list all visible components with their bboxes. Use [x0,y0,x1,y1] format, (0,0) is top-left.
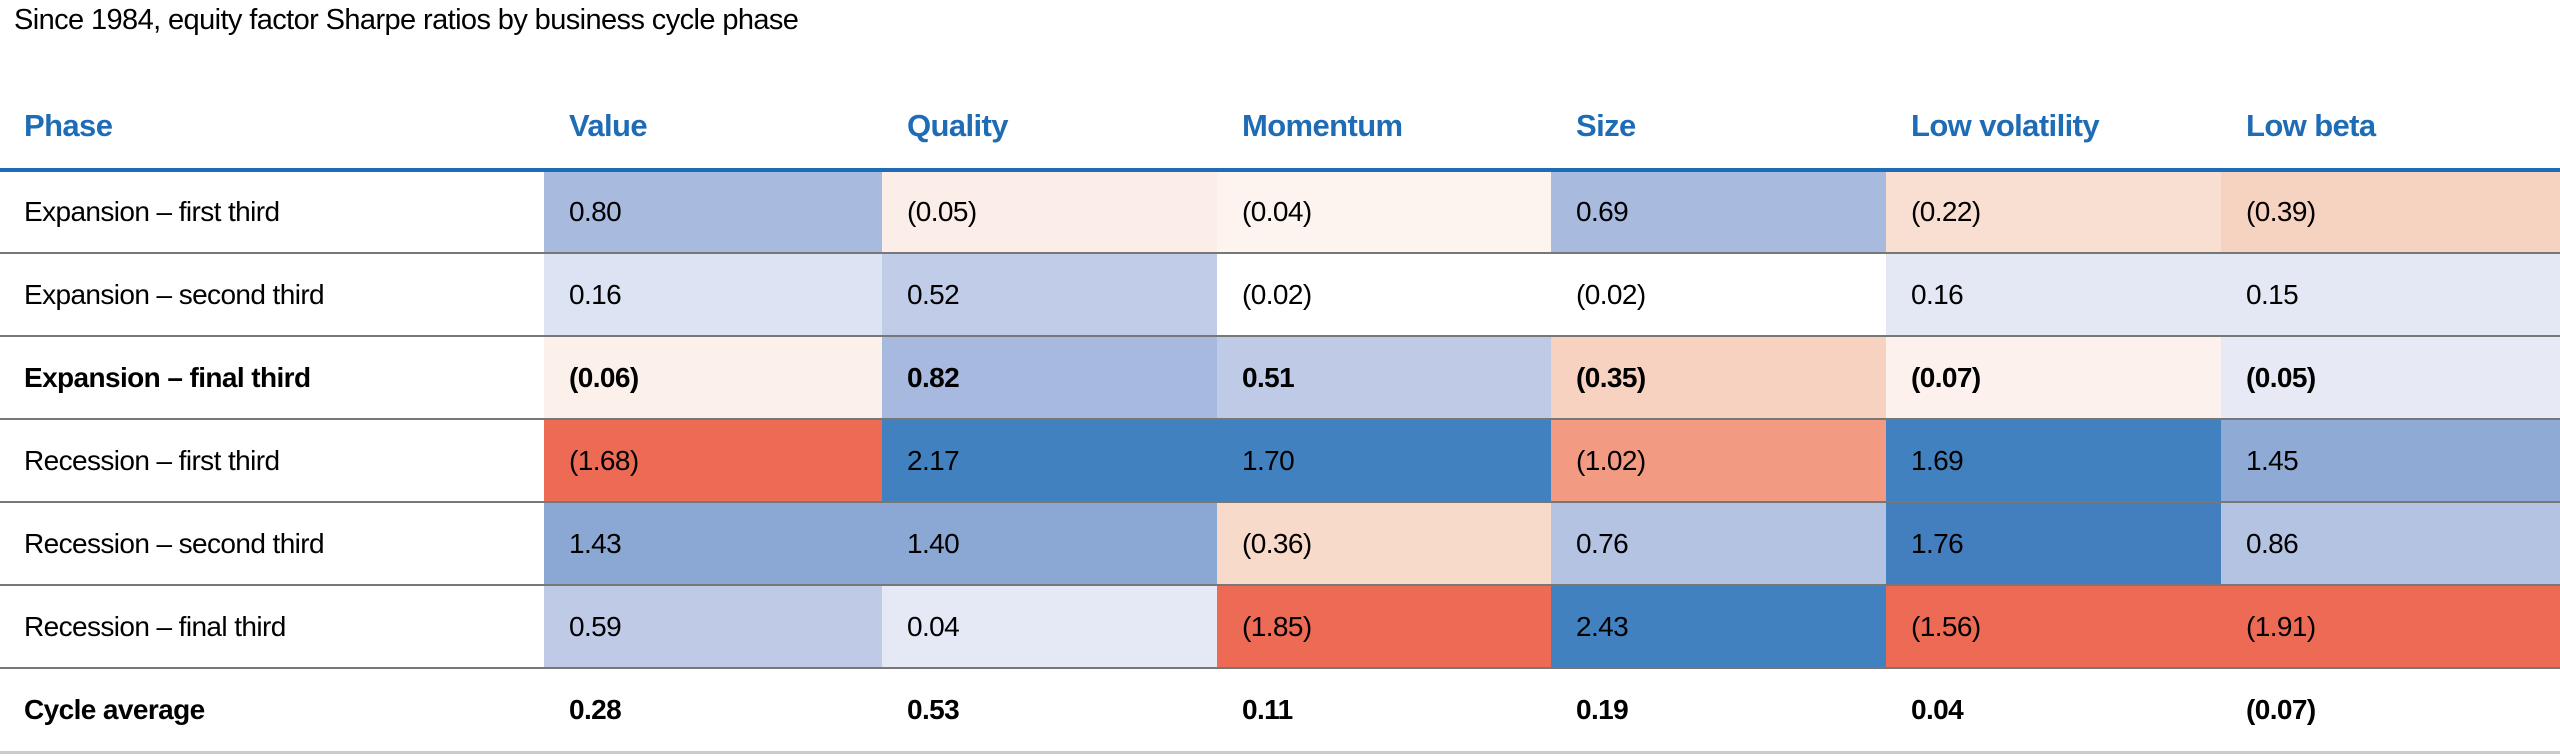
column-header-phase: Phase [0,38,544,172]
value-cell-low-volatility: 1.69 [1886,419,2221,503]
column-header-low-beta: Low beta [2221,38,2560,172]
value-cell-quality: 2.17 [882,419,1217,503]
value-cell-size: 0.69 [1551,170,1886,254]
value-cell-size: 0.76 [1551,502,1886,586]
value-cell-low-beta: 1.45 [2221,419,2560,503]
value-cell-momentum: 0.11 [1217,668,1551,754]
value-cell-low-volatility: (0.22) [1886,170,2221,254]
value-cell-quality: 1.40 [882,502,1217,586]
row-recession-second-third: Recession – second third 1.43 1.40 (0.36) 0.… [0,502,2560,586]
value-cell-momentum: (0.36) [1217,502,1551,586]
value-cell-size: (1.02) [1551,419,1886,503]
column-header-size: Size [1551,38,1886,172]
value-cell-value: (1.68) [544,419,882,503]
value-cell-low-beta: 0.15 [2221,253,2560,337]
value-cell-momentum: (0.04) [1217,170,1551,254]
value-cell-low-beta: 0.86 [2221,502,2560,586]
value-cell-quality: 0.04 [882,585,1217,669]
phase-label-cell: Recession – first third [0,419,544,503]
value-cell-quality: (0.05) [882,170,1217,254]
value-cell-quality: 0.52 [882,253,1217,337]
row-recession-final-third: Recession – final third 0.59 0.04 (1.85) 2.4… [0,585,2560,669]
value-cell-momentum: (0.02) [1217,253,1551,337]
phase-label-cell: Recession – final third [0,585,544,669]
column-header-value: Value [544,38,882,172]
value-cell-quality: 0.82 [882,336,1217,420]
row-recession-first-third: Recession – first third (1.68) 2.17 1.70 (1.… [0,419,2560,503]
phase-label-cell: Expansion – second third [0,253,544,337]
phase-label-cell: Expansion – first third [0,170,544,254]
table-header-row: Phase Value Quality Momentum Size Low volatil… [0,38,2560,172]
value-cell-value: 0.59 [544,585,882,669]
value-cell-momentum: 1.70 [1217,419,1551,503]
chart-title: Since 1984, equity factor Sharpe ratios … [14,4,799,36]
column-header-low-volatility: Low volatility [1886,38,2221,172]
column-header-momentum: Momentum [1217,38,1551,172]
row-cycle-average: Cycle average 0.28 0.53 0.11 0.19 0.04 (0.07) [0,668,2560,754]
row-expansion-second-third: Expansion – second third 0.16 0.52 (0.02) (0… [0,253,2560,337]
value-cell-low-beta: (0.39) [2221,170,2560,254]
phase-label-cell: Recession – second third [0,502,544,586]
row-expansion-first-third: Expansion – first third 0.80 (0.05) (0.04) 0… [0,170,2560,254]
value-cell-value: 0.80 [544,170,882,254]
value-cell-low-volatility: (1.56) [1886,585,2221,669]
phase-label-cell: Cycle average [0,668,544,754]
value-cell-low-volatility: 1.76 [1886,502,2221,586]
value-cell-momentum: 0.51 [1217,336,1551,420]
value-cell-value: 0.16 [544,253,882,337]
value-cell-size: 2.43 [1551,585,1886,669]
value-cell-low-beta: (0.07) [2221,668,2560,754]
column-header-quality: Quality [882,38,1217,172]
value-cell-value: (0.06) [544,336,882,420]
value-cell-low-volatility: 0.04 [1886,668,2221,754]
value-cell-low-volatility: 0.16 [1886,253,2221,337]
value-cell-low-volatility: (0.07) [1886,336,2221,420]
value-cell-size: (0.02) [1551,253,1886,337]
value-cell-momentum: (1.85) [1217,585,1551,669]
value-cell-quality: 0.53 [882,668,1217,754]
phase-label-cell: Expansion – final third [0,336,544,420]
value-cell-size: 0.19 [1551,668,1886,754]
value-cell-low-beta: (1.91) [2221,585,2560,669]
value-cell-value: 1.43 [544,502,882,586]
value-cell-size: (0.35) [1551,336,1886,420]
value-cell-low-beta: (0.05) [2221,336,2560,420]
value-cell-value: 0.28 [544,668,882,754]
row-expansion-final-third: Expansion – final third (0.06) 0.82 0.51 (0.… [0,336,2560,420]
sharpe-ratio-table: Phase Value Quality Momentum Size Low volatil… [0,38,2560,754]
